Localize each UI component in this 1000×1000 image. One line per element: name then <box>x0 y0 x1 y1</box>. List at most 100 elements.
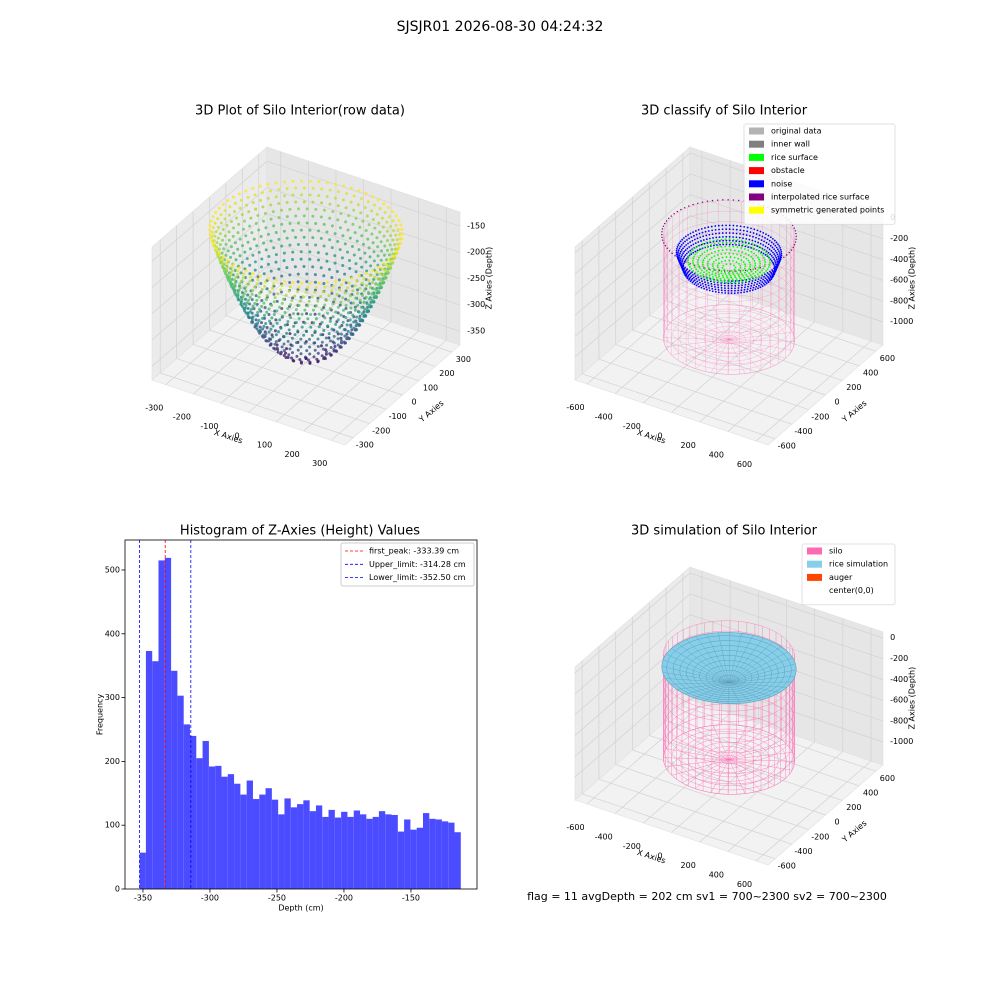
surface-point <box>341 198 345 202</box>
surface-point <box>383 244 387 248</box>
silo-floor-ray <box>728 339 762 371</box>
noise-point <box>715 236 718 239</box>
rice-point <box>711 263 714 265</box>
surface-point <box>306 358 310 362</box>
noise-point <box>679 250 682 253</box>
legend-swatch <box>749 206 764 214</box>
rice-point <box>743 276 746 279</box>
surface-point <box>290 298 294 302</box>
rice-point <box>691 249 694 251</box>
noise-point <box>770 259 773 262</box>
surface-point <box>264 280 268 284</box>
noise-point <box>758 234 761 237</box>
rice-point <box>694 253 697 256</box>
rice-point <box>705 273 708 275</box>
surface-point <box>348 318 352 322</box>
y-tick-label: 500 <box>105 565 120 574</box>
surface-point <box>279 350 283 354</box>
rice-point <box>698 256 700 259</box>
noise-point <box>721 224 724 227</box>
surface-point <box>260 288 264 292</box>
surface-point <box>343 272 347 276</box>
grid-line <box>574 676 691 778</box>
noise-point <box>762 244 765 246</box>
surface-point <box>287 353 291 357</box>
legend-swatch <box>749 153 764 161</box>
surface-point <box>239 271 243 275</box>
bar <box>448 822 455 889</box>
surface-point <box>361 242 365 246</box>
surface-point <box>280 222 284 226</box>
surface-point <box>381 273 385 277</box>
rice-mesh <box>728 682 787 688</box>
noise-point <box>777 260 780 263</box>
surface-point <box>233 210 237 214</box>
rice-point <box>720 272 723 275</box>
surface-point <box>385 258 389 262</box>
surface-point <box>350 284 354 288</box>
grid-line <box>665 300 860 367</box>
rice-point <box>712 277 715 280</box>
noise-point <box>746 226 749 229</box>
surface-point <box>343 334 347 338</box>
surface-point <box>274 260 278 264</box>
rim-point <box>670 215 672 217</box>
rice-point <box>700 248 703 250</box>
grid-line <box>192 343 387 410</box>
rice-point <box>750 255 753 258</box>
noise-point <box>745 234 748 236</box>
noise-point <box>689 280 692 283</box>
y-tick-label: 100 <box>105 821 120 830</box>
silo-floor-ray <box>665 748 730 760</box>
rice-point <box>725 249 728 251</box>
surface-point <box>294 320 298 324</box>
surface-point <box>291 250 295 254</box>
rice-point <box>759 271 761 274</box>
bar <box>246 780 253 889</box>
surface-point <box>283 323 287 327</box>
noise-point <box>692 251 695 254</box>
surface-point <box>269 321 273 325</box>
noise-point <box>740 286 743 289</box>
surface-point <box>279 288 283 292</box>
noise-point <box>766 238 769 241</box>
rice-point <box>763 271 766 274</box>
x-tick-label: -200 <box>623 842 641 851</box>
noise-point <box>775 256 778 259</box>
noise-point <box>740 289 743 292</box>
surface-point <box>228 205 232 209</box>
rice-point <box>750 250 753 253</box>
surface-point <box>272 224 276 228</box>
noise-point <box>690 253 693 256</box>
surface-point <box>299 360 303 364</box>
noise-point <box>690 244 693 247</box>
rice-point <box>702 242 704 245</box>
surface-point <box>319 344 323 348</box>
rice-mesh <box>718 632 730 683</box>
noise-point <box>734 289 736 292</box>
surface-point <box>265 294 269 298</box>
legend-swatch <box>807 573 822 581</box>
surface-point <box>342 278 346 282</box>
y-axis-label: Frequency <box>96 694 105 736</box>
rice-mesh <box>728 646 782 683</box>
surface-point <box>313 273 317 277</box>
rice-point <box>728 259 731 262</box>
rim-point <box>744 269 747 272</box>
rice-point <box>744 240 747 243</box>
noise-point <box>777 259 780 261</box>
noise-point <box>699 236 702 239</box>
surface-point <box>352 320 356 324</box>
y-tick-label: -300 <box>356 441 374 450</box>
surface-point <box>372 259 376 263</box>
rice-point <box>758 258 761 261</box>
bar <box>139 852 146 889</box>
surface-point <box>218 259 222 263</box>
noise-point <box>717 286 720 289</box>
surface-point <box>261 191 265 195</box>
rice-point <box>723 278 726 281</box>
surface-point <box>231 226 235 230</box>
surface-point <box>317 180 321 184</box>
rim-point <box>671 252 673 255</box>
surface-point <box>243 306 247 310</box>
